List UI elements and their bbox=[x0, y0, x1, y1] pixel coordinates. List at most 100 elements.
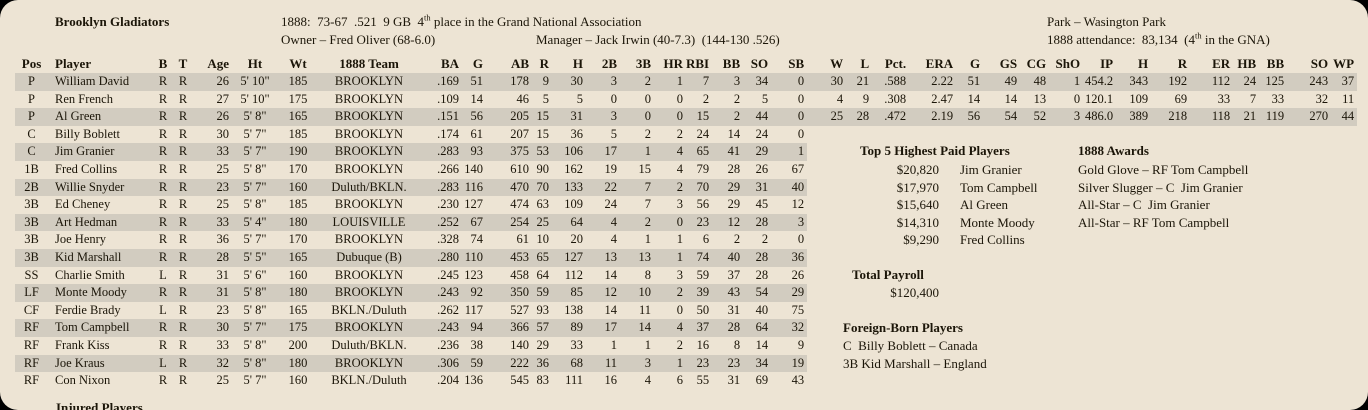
stat-cell: 11 bbox=[638, 302, 651, 317]
stat-cell bbox=[909, 249, 956, 267]
stat-cell bbox=[872, 372, 909, 390]
stat-cell: 218 bbox=[1151, 108, 1191, 126]
stat-cell bbox=[1259, 249, 1287, 267]
roster-stats-table: Pos Player B T Age Ht Wt 1888 Team BA G AB R H 2B 3B HR… bbox=[15, 54, 1358, 390]
stat-cell: RF bbox=[23, 373, 40, 388]
column-header: ShO bbox=[1055, 56, 1081, 71]
stat-cell bbox=[1049, 249, 1083, 267]
stat-cell bbox=[1287, 143, 1331, 161]
stat-cell bbox=[1259, 319, 1287, 337]
season-summary-ordinal: th bbox=[424, 12, 431, 23]
stat-cell bbox=[1083, 319, 1116, 337]
stat-cell bbox=[983, 249, 1020, 267]
stat-cell bbox=[1233, 337, 1259, 355]
stat-cell: 453 bbox=[486, 248, 532, 267]
stat-cell: C bbox=[15, 143, 48, 161]
stat-cell: 178 bbox=[486, 73, 532, 91]
stat-cell: 69 bbox=[755, 373, 769, 388]
stat-cell: 12 bbox=[712, 213, 744, 232]
stat-cell: 31 bbox=[727, 302, 741, 317]
stat-cell bbox=[1083, 372, 1116, 390]
stat-cell bbox=[1233, 267, 1259, 285]
stat-cell bbox=[983, 337, 1020, 355]
stat-cell: 25 bbox=[532, 213, 552, 232]
stat-cell bbox=[1083, 231, 1116, 249]
stat-cell bbox=[1049, 337, 1083, 355]
stat-cell bbox=[1331, 161, 1357, 179]
stat-cell: 25 bbox=[807, 108, 847, 126]
stat-cell: 29 bbox=[712, 178, 744, 197]
stat-cell bbox=[1233, 126, 1259, 144]
stat-cell: .243 bbox=[420, 319, 462, 337]
stat-cell bbox=[1331, 143, 1357, 161]
stat-cell: 15 bbox=[638, 161, 652, 176]
foreign-born-entry: C Billy Boblett – Canada bbox=[843, 338, 978, 353]
stat-cell: 2 bbox=[620, 73, 654, 91]
stat-cell: 16 bbox=[604, 373, 618, 388]
stat-cell: 545 bbox=[510, 373, 529, 388]
stat-cell bbox=[983, 267, 1020, 285]
stat-cell: Joe Henry bbox=[55, 232, 107, 247]
stat-cell bbox=[1259, 126, 1287, 144]
stat-cell bbox=[1331, 355, 1357, 373]
team-name: Brooklyn Gladiators bbox=[55, 14, 170, 29]
stat-cell bbox=[1259, 267, 1287, 285]
stat-cell: 36 bbox=[771, 248, 808, 267]
stat-cell: 75 bbox=[791, 302, 805, 317]
stat-cell bbox=[1259, 372, 1287, 390]
column-header: GS bbox=[999, 56, 1018, 71]
stat-cell: 486.0 bbox=[1083, 108, 1117, 126]
stat-cell: 3 bbox=[676, 197, 683, 212]
stat-cell: 5' 10" bbox=[240, 91, 270, 106]
stat-cell bbox=[807, 161, 846, 179]
stat-cell bbox=[1287, 196, 1331, 214]
stat-cell: 1 bbox=[654, 248, 686, 267]
salary-value: $9,290 bbox=[903, 232, 939, 248]
stat-cell: 31 bbox=[216, 267, 230, 282]
stat-cell: R bbox=[158, 91, 168, 106]
stat-cell: 23 bbox=[712, 354, 744, 373]
total-payroll-value: $120,400 bbox=[890, 285, 939, 300]
stat-cell: 2 bbox=[676, 126, 683, 141]
player-name: Fred Collins bbox=[960, 232, 1025, 248]
stat-cell bbox=[846, 126, 872, 144]
stat-cell: 7 bbox=[620, 178, 654, 197]
stat-cell: 109 bbox=[1129, 91, 1149, 106]
stat-cell: 41 bbox=[712, 143, 744, 161]
stat-cell bbox=[1083, 284, 1116, 302]
stat-cell bbox=[807, 143, 846, 161]
stat-cell: 65 bbox=[532, 248, 552, 267]
stat-cell: 10 bbox=[620, 284, 654, 302]
stat-cell: 0 bbox=[797, 232, 805, 247]
stat-cell bbox=[1116, 284, 1151, 302]
player-name: Tom Campbell bbox=[960, 179, 1038, 195]
stat-cell: 0 bbox=[620, 108, 654, 126]
stat-cell: 5' 7" bbox=[232, 319, 278, 337]
stat-cell: Dubuque (B) bbox=[318, 248, 420, 267]
stat-cell: 36 bbox=[532, 354, 552, 373]
stat-cell bbox=[1020, 337, 1049, 355]
stat-cell: 2 bbox=[644, 126, 651, 141]
stat-cell bbox=[807, 337, 846, 355]
stat-cell: 13 bbox=[586, 248, 620, 267]
stat-cell: 110 bbox=[462, 248, 486, 267]
stat-cell: 170 bbox=[288, 161, 308, 176]
top-paid-entry: $20,820 Jim Granier bbox=[845, 161, 1037, 179]
column-header: BA bbox=[440, 56, 459, 71]
stat-cell bbox=[983, 372, 1020, 390]
stat-cell: R bbox=[172, 213, 194, 232]
stat-cell bbox=[1083, 337, 1116, 355]
stat-cell: Kid Marshall bbox=[48, 248, 154, 267]
stat-cell: BROOKLYN bbox=[334, 91, 404, 106]
stat-cell: 24 bbox=[604, 197, 618, 212]
stat-cell: 9 bbox=[797, 337, 805, 352]
stat-cell: 5' 8" bbox=[243, 337, 267, 352]
stat-cell bbox=[1049, 126, 1083, 144]
stat-cell: 190 bbox=[278, 143, 318, 161]
stat-cell: R bbox=[154, 319, 172, 337]
stat-cell: 38 bbox=[470, 337, 484, 352]
stat-cell bbox=[1331, 372, 1357, 390]
stat-cell: 23 bbox=[686, 213, 713, 232]
stat-cell: 89 bbox=[552, 319, 586, 337]
stat-cell bbox=[1259, 337, 1287, 355]
